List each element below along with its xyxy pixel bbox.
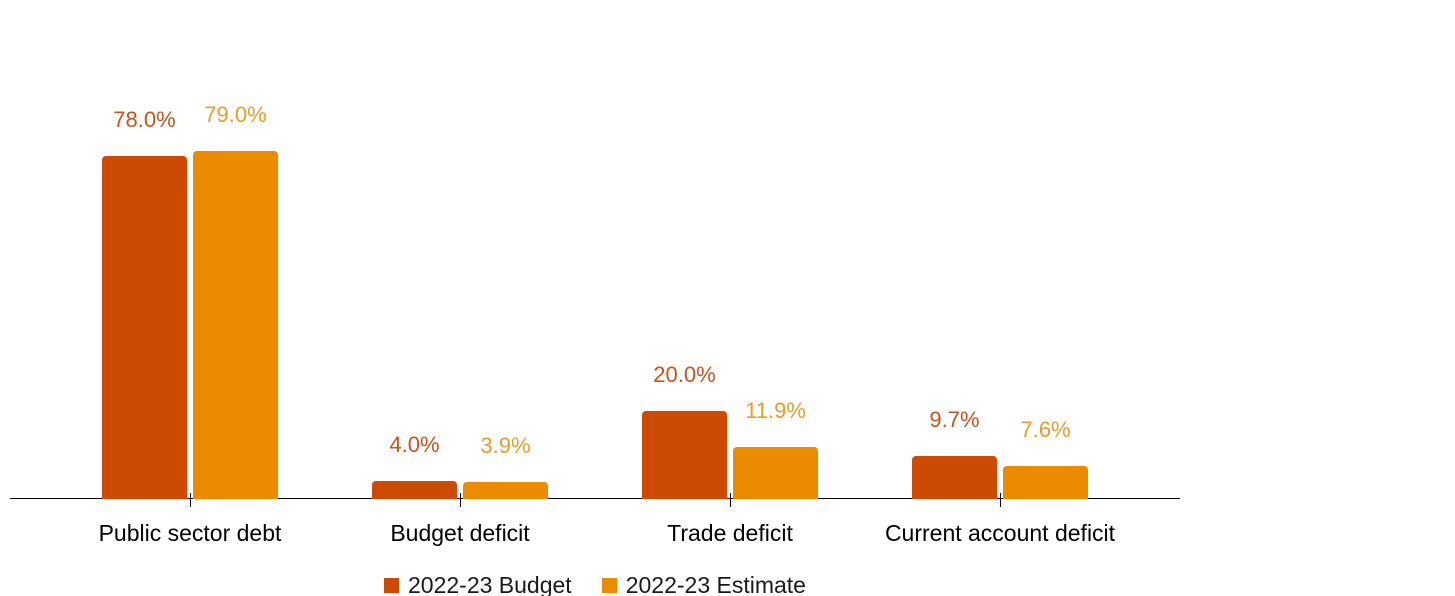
bar-value-label-budget-deficit-2022-23-budget: 4.0% (389, 432, 440, 457)
bar-current-account-deficit-2022-23-budget[interactable] (912, 456, 997, 499)
bar-trade-deficit-2022-23-estimate[interactable] (733, 447, 818, 499)
legend-item-estimate[interactable]: 2022-23 Estimate (601, 572, 806, 596)
legend-label-estimate: 2022-23 Estimate (625, 572, 806, 596)
bar-budget-deficit-2022-23-budget[interactable] (372, 481, 457, 499)
category-label-current-account-deficit: Current account deficit (884, 520, 1116, 546)
x-axis-tick (730, 493, 731, 507)
bar-public-sector-debt-2022-23-estimate[interactable] (193, 151, 278, 499)
legend: 2022-23 Budget 2022-23 Estimate (10, 572, 1180, 596)
legend-swatch-budget-icon (384, 577, 399, 593)
bar-value-label-current-account-deficit-2022-23-estimate: 7.6% (1020, 417, 1071, 442)
bar-value-label-trade-deficit-2022-23-budget: 20.0% (653, 362, 716, 387)
legend-swatch-estimate-icon (601, 577, 617, 593)
bar-value-label-public-sector-debt-2022-23-budget: 78.0% (113, 107, 176, 132)
x-axis-tick (190, 493, 191, 507)
bar-value-label-current-account-deficit-2022-23-budget: 9.7% (929, 407, 980, 432)
category-label-budget-deficit: Budget deficit (390, 520, 530, 546)
legend-item-budget[interactable]: 2022-23 Budget (384, 572, 572, 596)
bar-value-label-public-sector-debt-2022-23-estimate: 79.0% (204, 102, 267, 127)
category-label-public-sector-debt: Public sector debt (98, 520, 282, 546)
legend-label-budget: 2022-23 Budget (408, 572, 572, 596)
bar-budget-deficit-2022-23-estimate[interactable] (463, 482, 548, 499)
bar-public-sector-debt-2022-23-budget[interactable] (102, 156, 187, 499)
x-axis-tick (1000, 493, 1001, 507)
bar-value-label-trade-deficit-2022-23-estimate: 11.9% (745, 398, 806, 423)
bar-value-label-budget-deficit-2022-23-estimate: 3.9% (480, 433, 531, 458)
x-axis-tick (460, 493, 461, 507)
category-label-trade-deficit: Trade deficit (667, 520, 793, 546)
bar-trade-deficit-2022-23-budget[interactable] (642, 411, 727, 499)
bar-current-account-deficit-2022-23-estimate[interactable] (1003, 466, 1088, 499)
x-axis-line (10, 498, 1180, 499)
